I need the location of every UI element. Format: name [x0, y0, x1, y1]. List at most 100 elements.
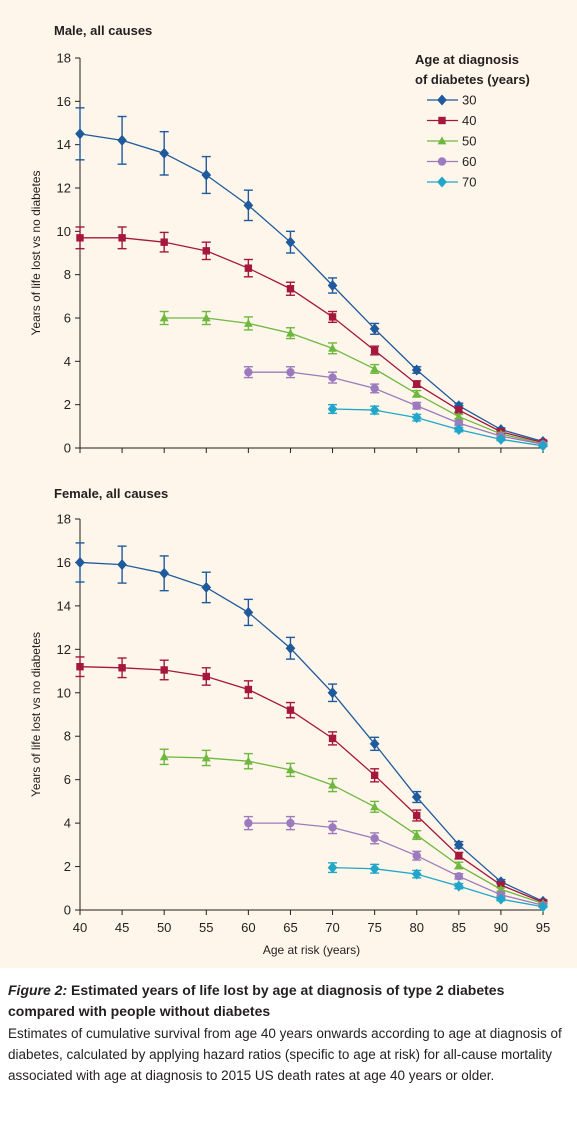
x-tick-label: 65 — [283, 920, 297, 935]
series-diagnosis-age-70 — [327, 862, 548, 913]
caption-title-text: Estimated years of life lost by age at d… — [8, 982, 505, 1019]
data-point-marker — [201, 581, 212, 594]
data-point-marker — [286, 706, 295, 714]
charts-svg: Male, all causes 0 2 4 6 8 10 12 14 16 18 Years of … — [29, 23, 550, 957]
data-point-marker — [328, 734, 337, 743]
panel-title: Female, all causes — [54, 486, 168, 501]
legend-title-line1: Age at diagnosis — [415, 52, 519, 67]
data-point-marker — [286, 367, 295, 377]
x-tick-label: 60 — [241, 920, 255, 935]
data-point-marker — [412, 851, 421, 860]
legend-marker — [437, 157, 447, 166]
data-point-marker — [411, 791, 422, 803]
y-tick-label: 18 — [57, 51, 71, 66]
data-point-marker — [496, 884, 506, 893]
y-tick-label: 4 — [64, 354, 71, 369]
y-tick-label: 2 — [64, 397, 71, 412]
data-point-marker — [243, 606, 254, 618]
data-point-marker — [370, 802, 380, 811]
series-line — [332, 866, 544, 908]
data-point-marker — [327, 687, 338, 699]
legend-label: 30 — [462, 93, 476, 108]
legend-marker — [437, 136, 447, 145]
y-tick-label: 0 — [64, 903, 71, 918]
data-point-marker — [286, 818, 295, 828]
data-point-marker — [413, 380, 421, 388]
data-point-marker — [411, 868, 422, 880]
chart-panel-male: Male, all causes 0 2 4 6 8 10 12 14 16 18 Years of … — [29, 23, 548, 456]
series-line — [248, 371, 544, 445]
series-line — [164, 317, 544, 445]
caption-body: Estimates of cumulative survival from ag… — [8, 1026, 562, 1083]
legend-label: 40 — [462, 113, 476, 128]
data-point-marker — [453, 880, 464, 892]
series-line — [332, 408, 544, 447]
series-line — [248, 822, 544, 906]
series-line — [79, 561, 544, 902]
data-point-marker — [285, 642, 296, 654]
data-point-marker — [244, 685, 253, 694]
data-point-marker — [201, 313, 211, 322]
data-point-marker — [75, 128, 85, 140]
data-point-marker — [455, 406, 463, 414]
y-tick-label: 14 — [57, 598, 71, 613]
data-point-marker — [370, 384, 379, 393]
data-point-marker — [160, 666, 168, 674]
legend-entry-50: 50 — [427, 134, 476, 149]
data-point-marker — [328, 343, 337, 352]
panel-title: Male, all causes — [54, 23, 152, 38]
x-tick-label: 50 — [157, 920, 171, 935]
y-tick-label: 8 — [64, 729, 71, 744]
data-point-marker — [244, 818, 253, 828]
data-point-marker — [76, 234, 84, 242]
data-point-marker — [117, 559, 128, 571]
series-diagnosis-age-70 — [327, 403, 548, 452]
data-point-marker — [538, 901, 548, 913]
y-tick-label: 2 — [64, 859, 71, 874]
data-point-marker — [243, 756, 253, 765]
y-tick-label: 18 — [57, 512, 71, 527]
data-point-marker — [328, 313, 337, 321]
legend-marker — [437, 94, 447, 106]
data-point-marker — [370, 346, 379, 355]
legend-entry-60: 60 — [427, 154, 476, 169]
x-axis-label: Age at risk (years) — [263, 943, 360, 957]
figure-caption: Figure 2: Estimated years of life lost b… — [8, 980, 568, 1086]
x-tick-label: 80 — [409, 920, 423, 935]
data-point-marker — [160, 238, 168, 246]
data-point-marker — [117, 134, 128, 146]
data-point-marker — [286, 765, 295, 774]
x-tick-label: 45 — [115, 920, 129, 935]
legend-entry-40: 40 — [427, 113, 476, 128]
data-point-marker — [328, 823, 337, 832]
series-diagnosis-age-50 — [159, 310, 548, 448]
x-tick-label: 90 — [494, 920, 508, 935]
data-point-marker — [201, 753, 211, 762]
data-point-marker — [538, 440, 548, 452]
data-point-marker — [286, 285, 295, 293]
data-point-marker — [369, 404, 380, 416]
y-tick-label: 0 — [64, 441, 71, 456]
data-point-marker — [369, 863, 380, 875]
data-point-marker — [76, 663, 84, 671]
legend-marker — [438, 116, 446, 125]
legend-label: 60 — [462, 154, 476, 169]
data-point-marker — [159, 752, 169, 761]
legend: Age at diagnosis of diabetes (years) 30 40 5… — [415, 52, 530, 190]
y-axis-label: Years of life lost vs no diabetes — [29, 632, 43, 797]
data-point-marker — [369, 323, 380, 335]
y-tick-label: 16 — [57, 555, 71, 570]
data-point-marker — [243, 199, 254, 211]
data-point-marker — [453, 424, 464, 436]
caption-title: Figure 2: Estimated years of life lost b… — [8, 980, 568, 1022]
data-point-marker — [495, 433, 506, 445]
series-line — [79, 666, 544, 903]
x-tick-label: 40 — [73, 920, 87, 935]
caption-figure-label: Figure 2: — [8, 982, 68, 998]
data-point-marker — [454, 418, 464, 428]
x-tick-label: 55 — [199, 920, 213, 935]
y-tick-label: 12 — [57, 181, 71, 196]
legend-marker — [437, 176, 447, 188]
data-point-marker — [455, 851, 463, 860]
